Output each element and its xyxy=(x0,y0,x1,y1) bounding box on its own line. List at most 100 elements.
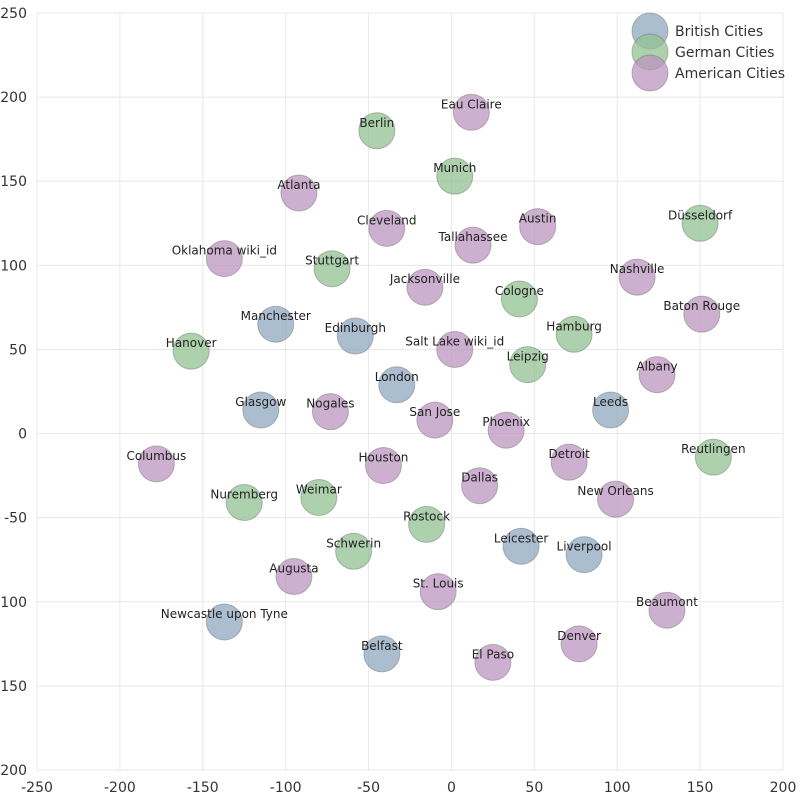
data-point xyxy=(368,209,406,247)
data-point xyxy=(461,467,499,505)
data-points: Manchester Edinburgh London Glasgow Leeds Lei… xyxy=(126,93,746,681)
data-point-label: Manchester xyxy=(241,309,311,323)
y-tick-label: 250 xyxy=(0,6,27,22)
x-tick-label: -250 xyxy=(21,780,53,796)
data-point-label: Detroit xyxy=(548,447,590,461)
legend-label: German Cities xyxy=(675,45,774,61)
data-point-label: Weimar xyxy=(296,482,342,496)
data-point xyxy=(419,573,457,611)
data-point-label: Atlanta xyxy=(277,178,320,192)
x-tick-label: -150 xyxy=(187,780,219,796)
data-point-label: Glasgow xyxy=(235,395,286,409)
data-point xyxy=(694,438,732,476)
y-tick-label: 50 xyxy=(9,342,27,358)
data-point xyxy=(300,478,338,516)
data-point-label: Munich xyxy=(433,161,476,175)
data-point-label: London xyxy=(375,370,419,384)
legend: British Cities German Cities American Citi… xyxy=(631,12,785,92)
data-point-label: Cologne xyxy=(495,284,544,298)
data-point xyxy=(257,305,295,343)
data-point-label: Eau Claire xyxy=(441,97,502,111)
data-point xyxy=(364,447,402,485)
data-point xyxy=(550,443,588,481)
data-point-label: Cleveland xyxy=(357,213,417,227)
data-point-label: Leicester xyxy=(494,531,549,545)
data-point-label: San Jose xyxy=(409,405,460,419)
data-point-label: Berlin xyxy=(359,116,394,130)
data-point xyxy=(225,484,263,522)
data-point-label: Newcastle upon Tyne xyxy=(161,607,288,621)
data-point-label: Salt Lake wiki_id xyxy=(405,334,504,348)
data-point-label: St. Louis xyxy=(413,577,464,591)
data-point xyxy=(502,527,540,565)
y-tick-label: 0 xyxy=(18,427,27,443)
data-point xyxy=(560,625,598,663)
data-point xyxy=(648,591,686,629)
legend-label: British Cities xyxy=(675,24,763,40)
data-point-label: El Paso xyxy=(472,647,514,661)
data-point xyxy=(555,315,593,353)
x-tick-label: 100 xyxy=(604,780,631,796)
data-point xyxy=(313,250,351,288)
data-point xyxy=(681,204,719,242)
data-point xyxy=(436,330,474,368)
data-point xyxy=(452,93,490,131)
data-point xyxy=(408,505,446,543)
data-point-label: Beaumont xyxy=(636,595,698,609)
data-point-label: Liverpool xyxy=(557,540,612,554)
data-point-label: Stuttgart xyxy=(305,254,359,268)
data-point-label: Jacksonville xyxy=(389,272,460,286)
data-point-label: Belfast xyxy=(361,639,403,653)
y-tick-label: 200 xyxy=(0,90,27,106)
data-point xyxy=(205,240,243,278)
y-tick-label: 100 xyxy=(0,258,27,274)
data-point xyxy=(454,226,492,264)
data-point xyxy=(509,346,547,384)
data-point xyxy=(592,391,630,429)
legend-label: American Cities xyxy=(675,66,785,82)
data-point-label: New Orleans xyxy=(577,484,653,498)
x-tick-label: 150 xyxy=(687,780,714,796)
data-point-label: Baton Rouge xyxy=(663,299,740,313)
x-tick-label: -100 xyxy=(270,780,302,796)
y-tick-label: -100 xyxy=(0,595,27,611)
data-point-label: Nashville xyxy=(610,262,665,276)
data-point xyxy=(618,258,656,296)
data-point-label: Edinburgh xyxy=(325,321,386,335)
y-tick-label: -50 xyxy=(4,511,27,527)
data-point-label: Denver xyxy=(557,629,601,643)
data-point xyxy=(683,295,721,333)
data-point-label: Nogales xyxy=(306,397,354,411)
x-tick-label: -200 xyxy=(104,780,136,796)
data-point xyxy=(487,411,525,449)
data-point-label: Schwerin xyxy=(326,536,381,550)
data-point xyxy=(335,532,373,570)
y-tick-label: 150 xyxy=(0,174,27,190)
data-point xyxy=(137,445,175,483)
y-axis-ticks: -200 -150 -100 -50 0 50 100 150 200 250 xyxy=(0,6,27,779)
data-point xyxy=(363,635,401,673)
data-point xyxy=(436,157,474,195)
data-point xyxy=(474,643,512,681)
x-tick-label: 200 xyxy=(770,780,797,796)
x-tick-label: -50 xyxy=(357,780,380,796)
data-point-label: Reutlingen xyxy=(681,442,745,456)
data-point-label: Dallas xyxy=(461,471,498,485)
data-point xyxy=(565,536,603,574)
data-point xyxy=(280,174,318,212)
data-point-label: Rostock xyxy=(403,509,450,523)
data-point-label: Hanover xyxy=(166,336,217,350)
data-point xyxy=(242,391,280,429)
y-tick-label: -150 xyxy=(0,679,27,695)
data-point-label: Hamburg xyxy=(546,319,602,333)
data-point-label: Augusta xyxy=(269,562,318,576)
data-point-label: Albany xyxy=(636,360,677,374)
data-point xyxy=(406,268,444,306)
data-point xyxy=(172,332,210,370)
data-point xyxy=(358,112,396,150)
legend-marker xyxy=(631,54,669,92)
data-point xyxy=(597,480,635,518)
data-point-label: Oklahoma wiki_id xyxy=(172,244,277,258)
